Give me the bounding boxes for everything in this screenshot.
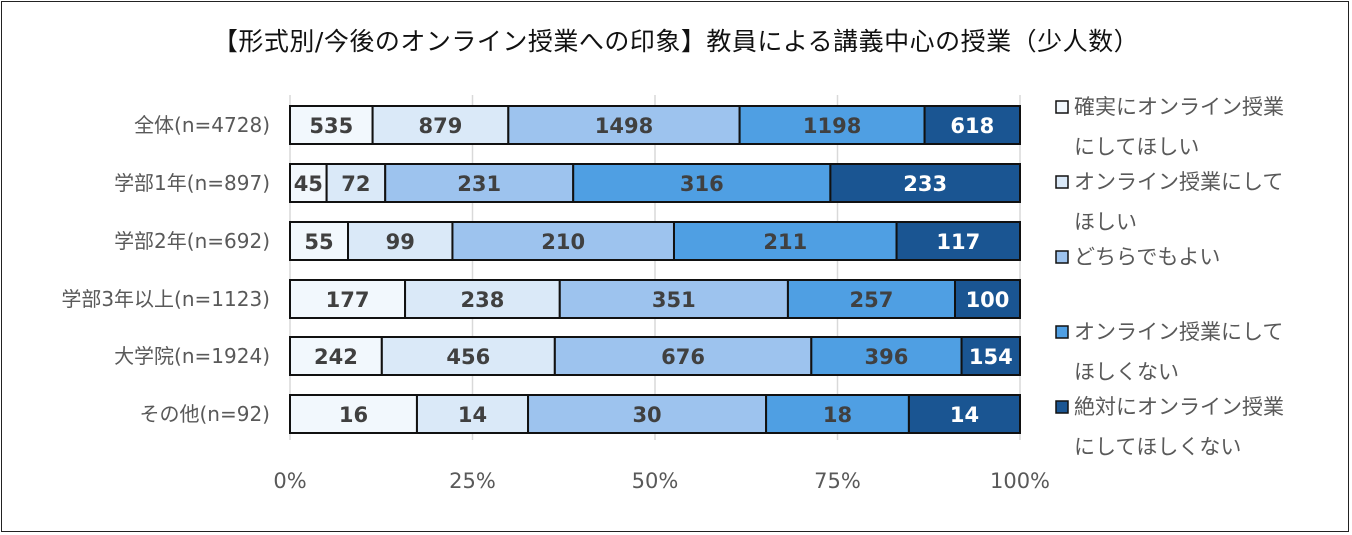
legend-label: ほしい (1074, 210, 1137, 234)
data-label: 14 (458, 403, 487, 427)
data-label: 72 (341, 172, 370, 196)
data-label: 18 (823, 403, 852, 427)
category-label: 学部2年(n=692) (114, 229, 270, 253)
data-label: 242 (314, 345, 358, 369)
legend-swatch (1055, 400, 1069, 414)
bar-segment (404, 279, 561, 319)
data-label: 45 (294, 172, 323, 196)
data-label: 879 (419, 114, 463, 138)
x-tick-label: 100% (990, 469, 1050, 493)
x-tick-label: 25% (449, 469, 496, 493)
bar-segment (672, 221, 898, 261)
bar-segment (384, 163, 575, 203)
data-label: 535 (309, 114, 353, 138)
x-tick-label: 0% (273, 469, 306, 493)
bar-segment (923, 105, 1022, 145)
legend-label: にしてほしい (1074, 135, 1199, 159)
bar-segment (907, 394, 1021, 434)
bar-segment (738, 105, 926, 145)
data-label: 233 (903, 172, 947, 196)
bar-segment (829, 163, 1021, 203)
legend-swatch (1055, 250, 1069, 264)
x-tick-label: 75% (814, 469, 861, 493)
data-label: 100 (966, 288, 1010, 312)
bar-segment (810, 336, 963, 376)
category-label: 学部3年以上(n=1123) (61, 287, 270, 311)
legend-label: 確実にオンライン授業 (1074, 95, 1284, 119)
bar-segment (765, 394, 910, 434)
chart-title: 【形式別/今後のオンライン授業への印象】教員による講義中心の授業（少人数） (212, 27, 1140, 56)
legend-label: 絶対にオンライン授業 (1074, 395, 1284, 419)
data-label: 231 (457, 172, 501, 196)
data-label: 257 (850, 288, 894, 312)
data-label: 16 (339, 403, 368, 427)
data-label: 154 (969, 345, 1013, 369)
data-label: 618 (950, 114, 994, 138)
data-label: 14 (950, 403, 979, 427)
legend-label: オンライン授業にして (1074, 170, 1283, 194)
data-label: 316 (680, 172, 724, 196)
legend-swatch (1055, 325, 1069, 339)
bar-segment (371, 105, 510, 145)
category-label: 全体(n=4728) (134, 113, 270, 137)
bar-segment (347, 221, 454, 261)
bar-segment (380, 336, 556, 376)
category-label: 大学院(n=1924) (114, 344, 270, 368)
data-label: 30 (632, 403, 661, 427)
bar-segment (415, 394, 530, 434)
x-tick-label: 50% (632, 469, 679, 493)
legend-label: オンライン授業にして (1074, 320, 1283, 344)
bar-segment (558, 279, 789, 319)
legend-label: ほしくない (1074, 360, 1179, 384)
data-label: 177 (326, 288, 370, 312)
legend-label: にしてほしくない (1074, 435, 1241, 459)
data-label: 238 (460, 288, 504, 312)
legend-swatch (1055, 100, 1069, 114)
category-label: 学部1年(n=897) (114, 171, 270, 195)
bar-segment (527, 394, 768, 434)
legend-label: どちらでもよい (1074, 245, 1220, 269)
data-label: 396 (865, 345, 909, 369)
data-label: 1498 (595, 114, 653, 138)
bar-segment (553, 336, 813, 376)
data-label: 456 (446, 345, 490, 369)
data-label: 99 (386, 230, 415, 254)
data-label: 55 (304, 230, 333, 254)
data-label: 1198 (803, 114, 861, 138)
bar-segment (289, 163, 328, 203)
category-label: その他(n=92) (140, 402, 271, 426)
bar-segment (960, 336, 1021, 376)
data-label: 676 (661, 345, 705, 369)
data-label: 211 (763, 230, 807, 254)
data-label: 117 (936, 230, 980, 254)
bar-segment (953, 279, 1021, 319)
data-label: 210 (541, 230, 585, 254)
bar-segment (895, 221, 1021, 261)
legend-swatch (1055, 175, 1069, 189)
bar-segment (289, 336, 383, 376)
bar-segment (786, 279, 956, 319)
data-label: 351 (652, 288, 696, 312)
